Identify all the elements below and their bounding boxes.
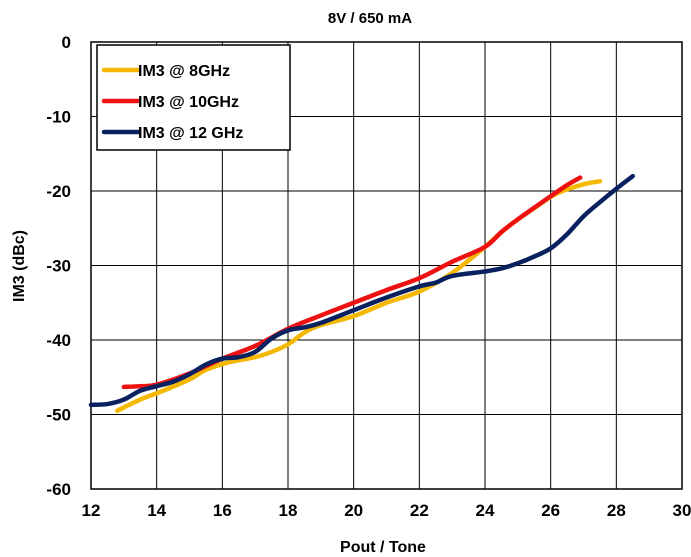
y-tick-label: -50 (46, 406, 71, 425)
x-tick-label: 30 (673, 501, 691, 520)
series-line-1 (121, 175, 583, 390)
x-tick-label: 22 (410, 501, 429, 520)
legend-entry-2: IM3 @ 12 GHz (138, 125, 243, 142)
y-tick-label: 0 (62, 33, 71, 52)
legend: IM3 @ 8GHz IM3 @ 10GHz IM3 @ 12 GHz (96, 44, 291, 151)
series-line-2 (88, 173, 635, 408)
legend-entry-1: IM3 @ 10GHz (138, 94, 239, 111)
x-tick-label: 24 (476, 501, 495, 520)
plot-frame (90, 41, 683, 490)
y-tick-label: -20 (46, 182, 71, 201)
chart-title: 8V / 650 mA (328, 10, 412, 27)
x-tick-label: 18 (279, 501, 298, 520)
tick-labels: 12 14 16 18 20 22 24 26 28 30 0 -10 -20 -30 -40 -50 -60 (46, 33, 691, 520)
x-axis-title: Pout / Tone (340, 539, 426, 556)
x-tick-label: 14 (147, 501, 166, 520)
x-tick-label: 12 (82, 501, 101, 520)
x-tick-label: 20 (344, 501, 363, 520)
x-tick-label: 28 (607, 501, 626, 520)
x-tick-label: 16 (213, 501, 232, 520)
x-tick-label: 26 (541, 501, 560, 520)
legend-entry-0: IM3 @ 8GHz (138, 63, 230, 80)
y-tick-label: -30 (46, 257, 71, 276)
y-tick-label: -60 (46, 480, 71, 499)
series-layer (88, 173, 635, 414)
y-axis-title: IM3 (dBc) (11, 230, 28, 302)
y-tick-label: -40 (46, 331, 71, 350)
y-tick-label: -10 (46, 108, 71, 127)
